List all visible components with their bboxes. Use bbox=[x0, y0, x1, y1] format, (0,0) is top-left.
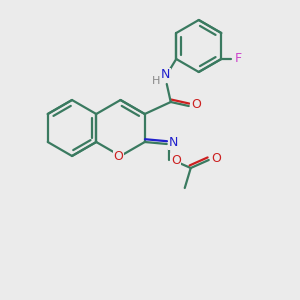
Text: N: N bbox=[169, 136, 178, 149]
Text: O: O bbox=[191, 98, 201, 112]
Text: N: N bbox=[161, 68, 170, 82]
Text: H: H bbox=[152, 76, 160, 86]
Text: O: O bbox=[114, 149, 123, 163]
Text: O: O bbox=[171, 154, 181, 166]
Text: O: O bbox=[211, 152, 221, 166]
Text: F: F bbox=[235, 52, 242, 65]
